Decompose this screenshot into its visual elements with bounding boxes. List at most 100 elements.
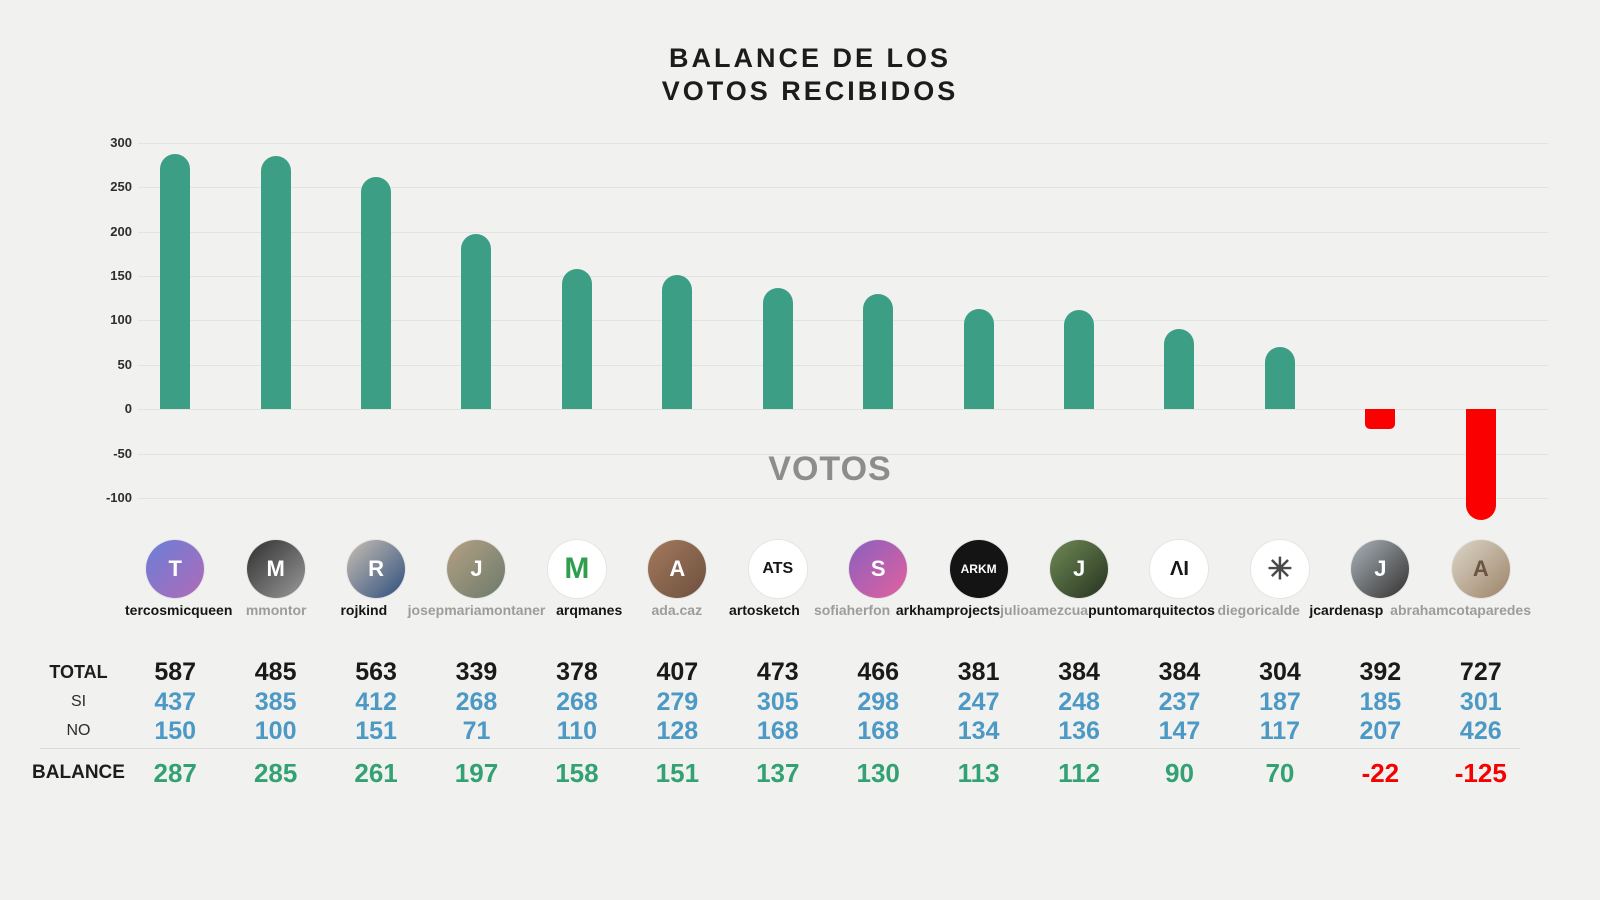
bars-row-spacer [0,120,125,520]
username-label: puntomarquitectos [1088,602,1215,618]
avatar: J [1351,540,1410,598]
no-value: 150 [154,717,197,745]
balance-bar [160,154,191,410]
gridline [138,187,1548,189]
si-value: 185 [1359,688,1402,716]
no-value: 117 [1259,717,1301,745]
balance-bar [762,287,793,410]
balance-bar [461,234,492,410]
bar-cell [527,120,627,520]
total-value: 563 [355,658,397,686]
total-value: 485 [254,658,297,686]
bar-cell [828,120,928,520]
bar-cell [125,120,225,520]
avatar: J [1050,540,1109,598]
balance-bar [1064,309,1095,410]
gridline [138,453,1548,455]
username-row-spacer [0,600,125,620]
si-value: 412 [355,688,397,716]
row-label-balance: BALANCE [32,762,125,783]
bar-cell [1129,120,1229,520]
total-value: 407 [656,658,699,686]
no-value: 71 [462,717,491,745]
balance-value: 137 [756,758,800,788]
gridline [138,498,1548,500]
si-value: 187 [1259,688,1301,716]
username-label: josepmariamontaner [407,602,546,618]
gridline [138,320,1548,322]
total-value: 384 [1158,658,1201,686]
avatar-row-spacer [0,538,125,600]
avatar: J [447,540,506,598]
y-axis: 300 250 200 150 100 50 0 -50 -100 [78,120,132,520]
total-value: 473 [756,658,799,686]
si-value: 237 [1158,688,1201,716]
avatar-cell: T [125,538,225,600]
chart-title-line2: VOTOS RECIBIDOS [661,76,959,106]
avatar-cell: M [527,538,627,600]
username-label: abrahamcotaparedes [1390,602,1531,618]
bar-cell [1230,120,1330,520]
si-value: 301 [1459,688,1502,716]
balance-bar [260,155,291,410]
avatar: A [1451,540,1510,598]
gridline [138,231,1548,233]
table-row-no: NO 150 100 151 71 110 128 168 168 134 136 147 117 20… [0,715,1531,747]
total-value: 466 [857,658,900,686]
avatar-row: T M R J M A ATS S ARKM J ΛI ✳ J A [0,538,1531,600]
y-tick-label: 200 [110,223,132,239]
total-value: 304 [1259,658,1301,686]
si-value: 248 [1058,688,1100,716]
plot-gridlines [138,120,1548,520]
avatar-cell: J [1029,538,1129,600]
balance-value: 112 [1058,758,1101,788]
total-value: 381 [957,658,1000,686]
no-value: 151 [355,717,397,745]
y-tick-label: -50 [113,445,132,461]
y-tick-label: -100 [105,490,132,506]
si-value: 305 [756,688,799,716]
table-row-total: TOTAL 587 485 563 339 378 407 473 466 381 384 384 3… [0,656,1531,688]
total-value: 384 [1058,658,1100,686]
avatar: M [547,540,606,598]
balance-bar [863,293,894,410]
username-label: mmontor [245,602,307,618]
balance-value: 285 [253,758,298,788]
bar-cell [225,120,325,520]
si-value: 268 [455,688,498,716]
bar-cell [426,120,526,520]
balance-value: 130 [856,758,900,788]
username-label: arkhamprojects [895,602,1001,618]
table-row-balance: BALANCE 287 285 261 197 158 151 137 130 113 112 90… [0,757,1531,789]
no-value: 168 [756,717,799,745]
no-value: 168 [857,717,900,745]
avatar-cell: ✳ [1230,538,1330,600]
balance-value: 151 [655,758,700,788]
si-value: 268 [556,688,598,716]
balance-value: -22 [1361,758,1400,788]
y-tick-label: 150 [110,267,132,283]
balance-value: 197 [454,758,499,788]
avatar: M [246,540,305,598]
bars-row [0,120,1531,521]
username-label: tercosmicqueen [125,602,233,618]
chart-title: BALANCE DE LOS VOTOS RECIBIDOS [0,42,1600,108]
table-row-si: SI 437 385 412 268 268 279 305 298 247 248 237 187 1… [0,686,1531,718]
no-value: 110 [556,717,598,745]
table-divider [40,748,1520,749]
bar-cell [1330,120,1430,520]
total-value: 587 [154,658,197,686]
avatar: S [849,540,908,598]
username-label: arqmanes [556,602,623,618]
avatar: A [648,540,707,598]
balance-bar [1465,409,1496,521]
avatar-cell: S [828,538,928,600]
username-label: julioamezcua [1000,602,1089,618]
avatar-cell: J [426,538,526,600]
username-row: tercosmicqueen mmontor rojkind josepmariamo… [0,600,1531,620]
no-value: 207 [1359,717,1402,745]
si-value: 385 [254,688,297,716]
balance-value: 287 [153,758,197,788]
balance-bar [1264,347,1295,410]
no-value: 134 [957,717,1000,745]
